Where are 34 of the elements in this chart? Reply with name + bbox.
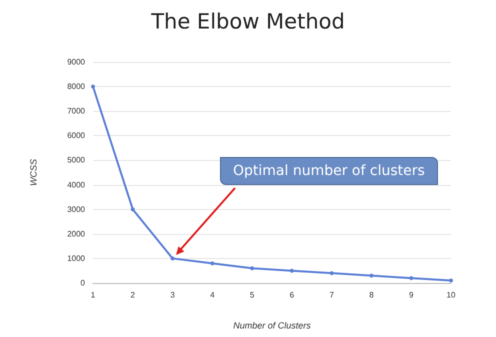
x-tick-label: 1 [90, 290, 96, 300]
point [170, 256, 175, 260]
x-tick-label: 8 [369, 290, 374, 300]
x-tick-label: 2 [130, 290, 136, 300]
annotation: Optimal number of clusters [220, 157, 438, 185]
point [330, 271, 334, 276]
y-tick-label: 2000 [67, 229, 86, 238]
x-axis-title: Number of Clusters [233, 320, 312, 330]
point [369, 274, 374, 278]
y-axis-title: WCSS [28, 159, 38, 186]
point [210, 261, 214, 266]
y-tick-label: 0 [80, 278, 86, 288]
x-tick-label: 4 [210, 290, 216, 300]
y-tick-label: 4000 [67, 180, 86, 190]
point [250, 266, 254, 270]
y-tick-label: 8000 [67, 82, 86, 92]
x-tick-label: 7 [329, 290, 334, 300]
y-tick-label: 1000 [67, 254, 86, 263]
chart-title: The Elbow Method [150, 10, 345, 34]
point [91, 84, 95, 89]
point [290, 268, 294, 273]
y-tick-label: 6000 [67, 131, 86, 140]
x-tick-label: 6 [290, 290, 295, 300]
x-tick-label: 5 [250, 290, 255, 300]
x-tick-label: 9 [408, 290, 414, 300]
point [409, 276, 414, 280]
x-tick-label: 3 [170, 290, 176, 300]
point [449, 278, 453, 283]
point [130, 207, 135, 212]
y-tick-label: 7000 [67, 106, 86, 116]
y-tick-label: 9000 [67, 58, 86, 66]
y-tick-label: 5000 [67, 156, 86, 165]
x-tick-label: 10 [446, 290, 456, 300]
y-tick-label: 3000 [67, 204, 86, 214]
